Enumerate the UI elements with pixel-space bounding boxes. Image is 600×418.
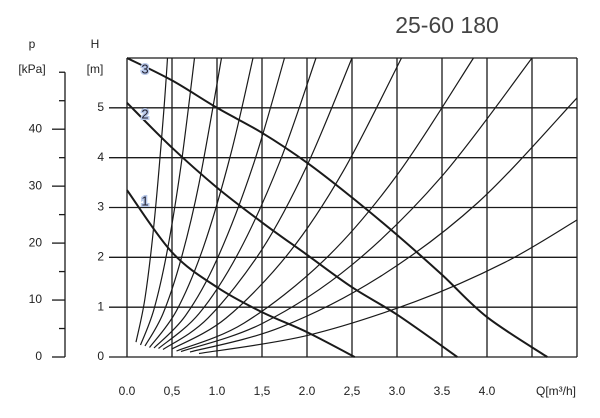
system-curve xyxy=(158,57,317,349)
y-tick-label: 0 xyxy=(97,349,104,363)
system-curve xyxy=(176,57,475,352)
x-tick-label: 1,5 xyxy=(254,384,271,398)
x-tick-label: 0,5 xyxy=(164,384,181,398)
curve-label: 2 xyxy=(141,106,148,121)
y2-tick-label: 10 xyxy=(29,292,43,306)
system-curve xyxy=(171,57,403,350)
system-curve xyxy=(198,219,578,355)
pump-curve xyxy=(126,189,356,358)
y2-tick-label: 0 xyxy=(35,349,42,363)
curve-label: 3 xyxy=(141,61,148,76)
x-tick-label: 4.0 xyxy=(479,384,496,398)
y-tick-label: 4 xyxy=(97,150,104,164)
system-curve xyxy=(149,57,254,348)
x-tick-label: 2.0 xyxy=(299,384,316,398)
y-tick-label: 3 xyxy=(97,200,104,214)
y-tick-label: 2 xyxy=(97,250,104,264)
y2-tick-label: 40 xyxy=(29,121,43,135)
chart-title: 25-60 180 xyxy=(395,12,499,38)
system-curve xyxy=(135,57,169,343)
system-curve xyxy=(144,57,223,347)
x-axis-label: Q[m³/h] xyxy=(536,384,576,398)
system-curve xyxy=(180,57,533,353)
system-curve xyxy=(139,57,196,346)
y-axis-unit: [m] xyxy=(87,62,104,76)
system-curve xyxy=(153,57,286,349)
x-tick-label: 3.0 xyxy=(389,384,406,398)
y2-axis-unit: [kPa] xyxy=(18,62,45,76)
x-tick-label: 1.0 xyxy=(209,384,226,398)
y-axis-label: H xyxy=(91,37,100,51)
y2-tick-label: 30 xyxy=(29,178,43,192)
x-tick-label: 2,5 xyxy=(344,384,361,398)
y-tick-label: 5 xyxy=(97,100,104,114)
x-tick-label: 3.5 xyxy=(434,384,451,398)
system-curve xyxy=(162,57,353,350)
y2-axis-label: p xyxy=(29,37,36,51)
pump-curve xyxy=(126,102,458,358)
y2-tick-label: 20 xyxy=(29,235,43,249)
curve-label: 1 xyxy=(141,193,148,208)
system-curve xyxy=(189,97,578,353)
y-tick-label: 1 xyxy=(97,299,104,313)
pump-curve xyxy=(126,57,548,358)
x-tick-label: 0.0 xyxy=(119,384,136,398)
